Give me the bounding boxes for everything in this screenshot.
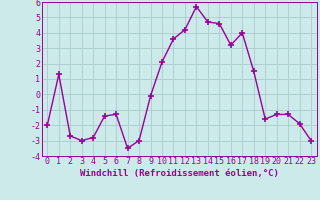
X-axis label: Windchill (Refroidissement éolien,°C): Windchill (Refroidissement éolien,°C): [80, 169, 279, 178]
